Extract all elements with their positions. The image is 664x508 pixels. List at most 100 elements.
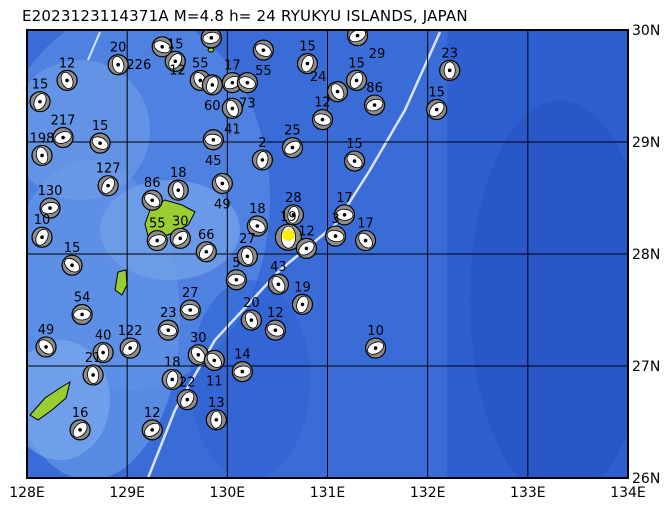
- event-beachball[interactable]: [231, 361, 253, 383]
- event-beachball[interactable]: [61, 254, 83, 276]
- event-beachball[interactable]: [240, 309, 262, 331]
- event-depth-label: 15: [32, 78, 49, 93]
- event-beachball[interactable]: [295, 237, 318, 259]
- beachball-center-icon: [342, 213, 347, 217]
- event-depth-label: 30: [190, 331, 207, 346]
- event-beachball[interactable]: [354, 229, 377, 252]
- event-depth-label: 10: [34, 213, 51, 228]
- event-beachball[interactable]: [203, 349, 225, 371]
- event-beachball[interactable]: [225, 269, 247, 291]
- event-beachball[interactable]: [169, 227, 191, 249]
- lat-label: 26N: [632, 471, 660, 487]
- event-beachball[interactable]: [164, 50, 186, 72]
- event-beachball[interactable]: [264, 319, 287, 341]
- event-beachball[interactable]: [346, 26, 369, 47]
- event-beachball[interactable]: [92, 341, 114, 364]
- beachball-center-icon: [300, 302, 305, 307]
- event-beachball[interactable]: [35, 336, 57, 358]
- event-beachball[interactable]: [141, 419, 163, 441]
- event-beachball[interactable]: [39, 197, 61, 219]
- event-beachball[interactable]: [364, 337, 387, 359]
- event-depth-label: 15: [64, 241, 81, 256]
- event-beachball[interactable]: [333, 204, 356, 226]
- event-beachball[interactable]: [267, 273, 290, 295]
- event-beachball[interactable]: [187, 344, 209, 366]
- event-beachball[interactable]: [97, 175, 119, 197]
- event-beachball[interactable]: [146, 229, 168, 252]
- beachball-center-icon: [305, 61, 310, 66]
- event-beachball[interactable]: [236, 72, 258, 94]
- beachball-center-icon: [220, 181, 225, 186]
- event-beachball[interactable]: [31, 226, 53, 248]
- event-beachball[interactable]: [52, 126, 74, 149]
- event-beachball[interactable]: [69, 419, 91, 441]
- event-beachball[interactable]: [107, 54, 129, 76]
- event-beachball[interactable]: [363, 94, 386, 116]
- event-beachball[interactable]: [167, 179, 189, 201]
- event-beachball[interactable]: [236, 245, 258, 267]
- event-depth-label: 130: [38, 184, 63, 199]
- event-depth-label: 43: [270, 260, 287, 275]
- beachball-center-icon: [230, 80, 235, 85]
- beachball-center-icon: [352, 159, 357, 163]
- target-event-beachball[interactable]: [274, 223, 303, 251]
- beachball-center-icon: [372, 103, 377, 107]
- event-beachball[interactable]: [221, 72, 243, 94]
- event-beachball[interactable]: [324, 225, 347, 247]
- beachball-center-icon: [373, 346, 378, 350]
- event-beachball[interactable]: [326, 80, 349, 103]
- event-beachball[interactable]: [202, 129, 224, 151]
- map-title: E2023123114371A M=4.8 h= 24 RYUKYU ISLAN…: [22, 7, 468, 25]
- event-beachball[interactable]: [439, 59, 461, 81]
- event-depth-label: 10: [367, 324, 384, 339]
- event-beachball[interactable]: [426, 98, 448, 121]
- beachball-center-icon: [210, 83, 215, 87]
- event-beachball[interactable]: [56, 69, 78, 92]
- event-depth-label: 23: [441, 46, 458, 61]
- beachball-center-icon: [333, 234, 338, 238]
- event-beachball[interactable]: [200, 28, 222, 49]
- beachball-center-icon: [38, 99, 42, 104]
- event-depth-label: 40: [95, 329, 112, 344]
- event-beachball[interactable]: [343, 150, 366, 172]
- event-depth-label: 66: [198, 228, 215, 243]
- beachball-center-icon: [150, 198, 155, 203]
- event-beachball[interactable]: [291, 293, 314, 315]
- event-beachball[interactable]: [252, 39, 274, 61]
- beachball-center-icon: [230, 106, 235, 111]
- beachball-center-icon: [212, 358, 217, 363]
- event-beachball[interactable]: [296, 52, 319, 75]
- event-beachball[interactable]: [345, 69, 368, 92]
- event-beachball[interactable]: [161, 368, 183, 391]
- event-beachball[interactable]: [141, 189, 163, 211]
- event-beachball[interactable]: [281, 137, 304, 159]
- beachball-center-icon: [188, 308, 193, 312]
- event-beachball[interactable]: [29, 91, 51, 113]
- event-beachball[interactable]: [221, 97, 243, 120]
- event-depth-label: 226: [126, 58, 151, 73]
- event-beachball[interactable]: [89, 132, 111, 154]
- event-beachball[interactable]: [251, 149, 273, 171]
- event-beachball[interactable]: [71, 303, 93, 326]
- event-beachball[interactable]: [151, 36, 173, 58]
- event-beachball[interactable]: [82, 364, 104, 386]
- event-beachball[interactable]: [176, 389, 198, 411]
- event-beachball[interactable]: [211, 172, 233, 195]
- event-beachball[interactable]: [179, 299, 201, 321]
- lon-label: 131E: [310, 485, 346, 501]
- event-beachball[interactable]: [157, 319, 179, 341]
- event-beachball[interactable]: [195, 241, 217, 263]
- event-beachball[interactable]: [282, 204, 305, 226]
- event-beachball[interactable]: [311, 108, 334, 131]
- beachball-center-icon: [209, 36, 214, 40]
- event-depth-label: 18: [164, 355, 181, 370]
- event-beachball[interactable]: [119, 337, 141, 359]
- event-beachball[interactable]: [201, 74, 223, 96]
- beachball-center-icon: [260, 158, 265, 162]
- beachball-center-icon: [196, 353, 201, 357]
- beachball-center-icon: [61, 135, 65, 140]
- event-beachball[interactable]: [31, 144, 53, 167]
- event-beachball[interactable]: [205, 409, 227, 431]
- event-beachball[interactable]: [246, 215, 268, 237]
